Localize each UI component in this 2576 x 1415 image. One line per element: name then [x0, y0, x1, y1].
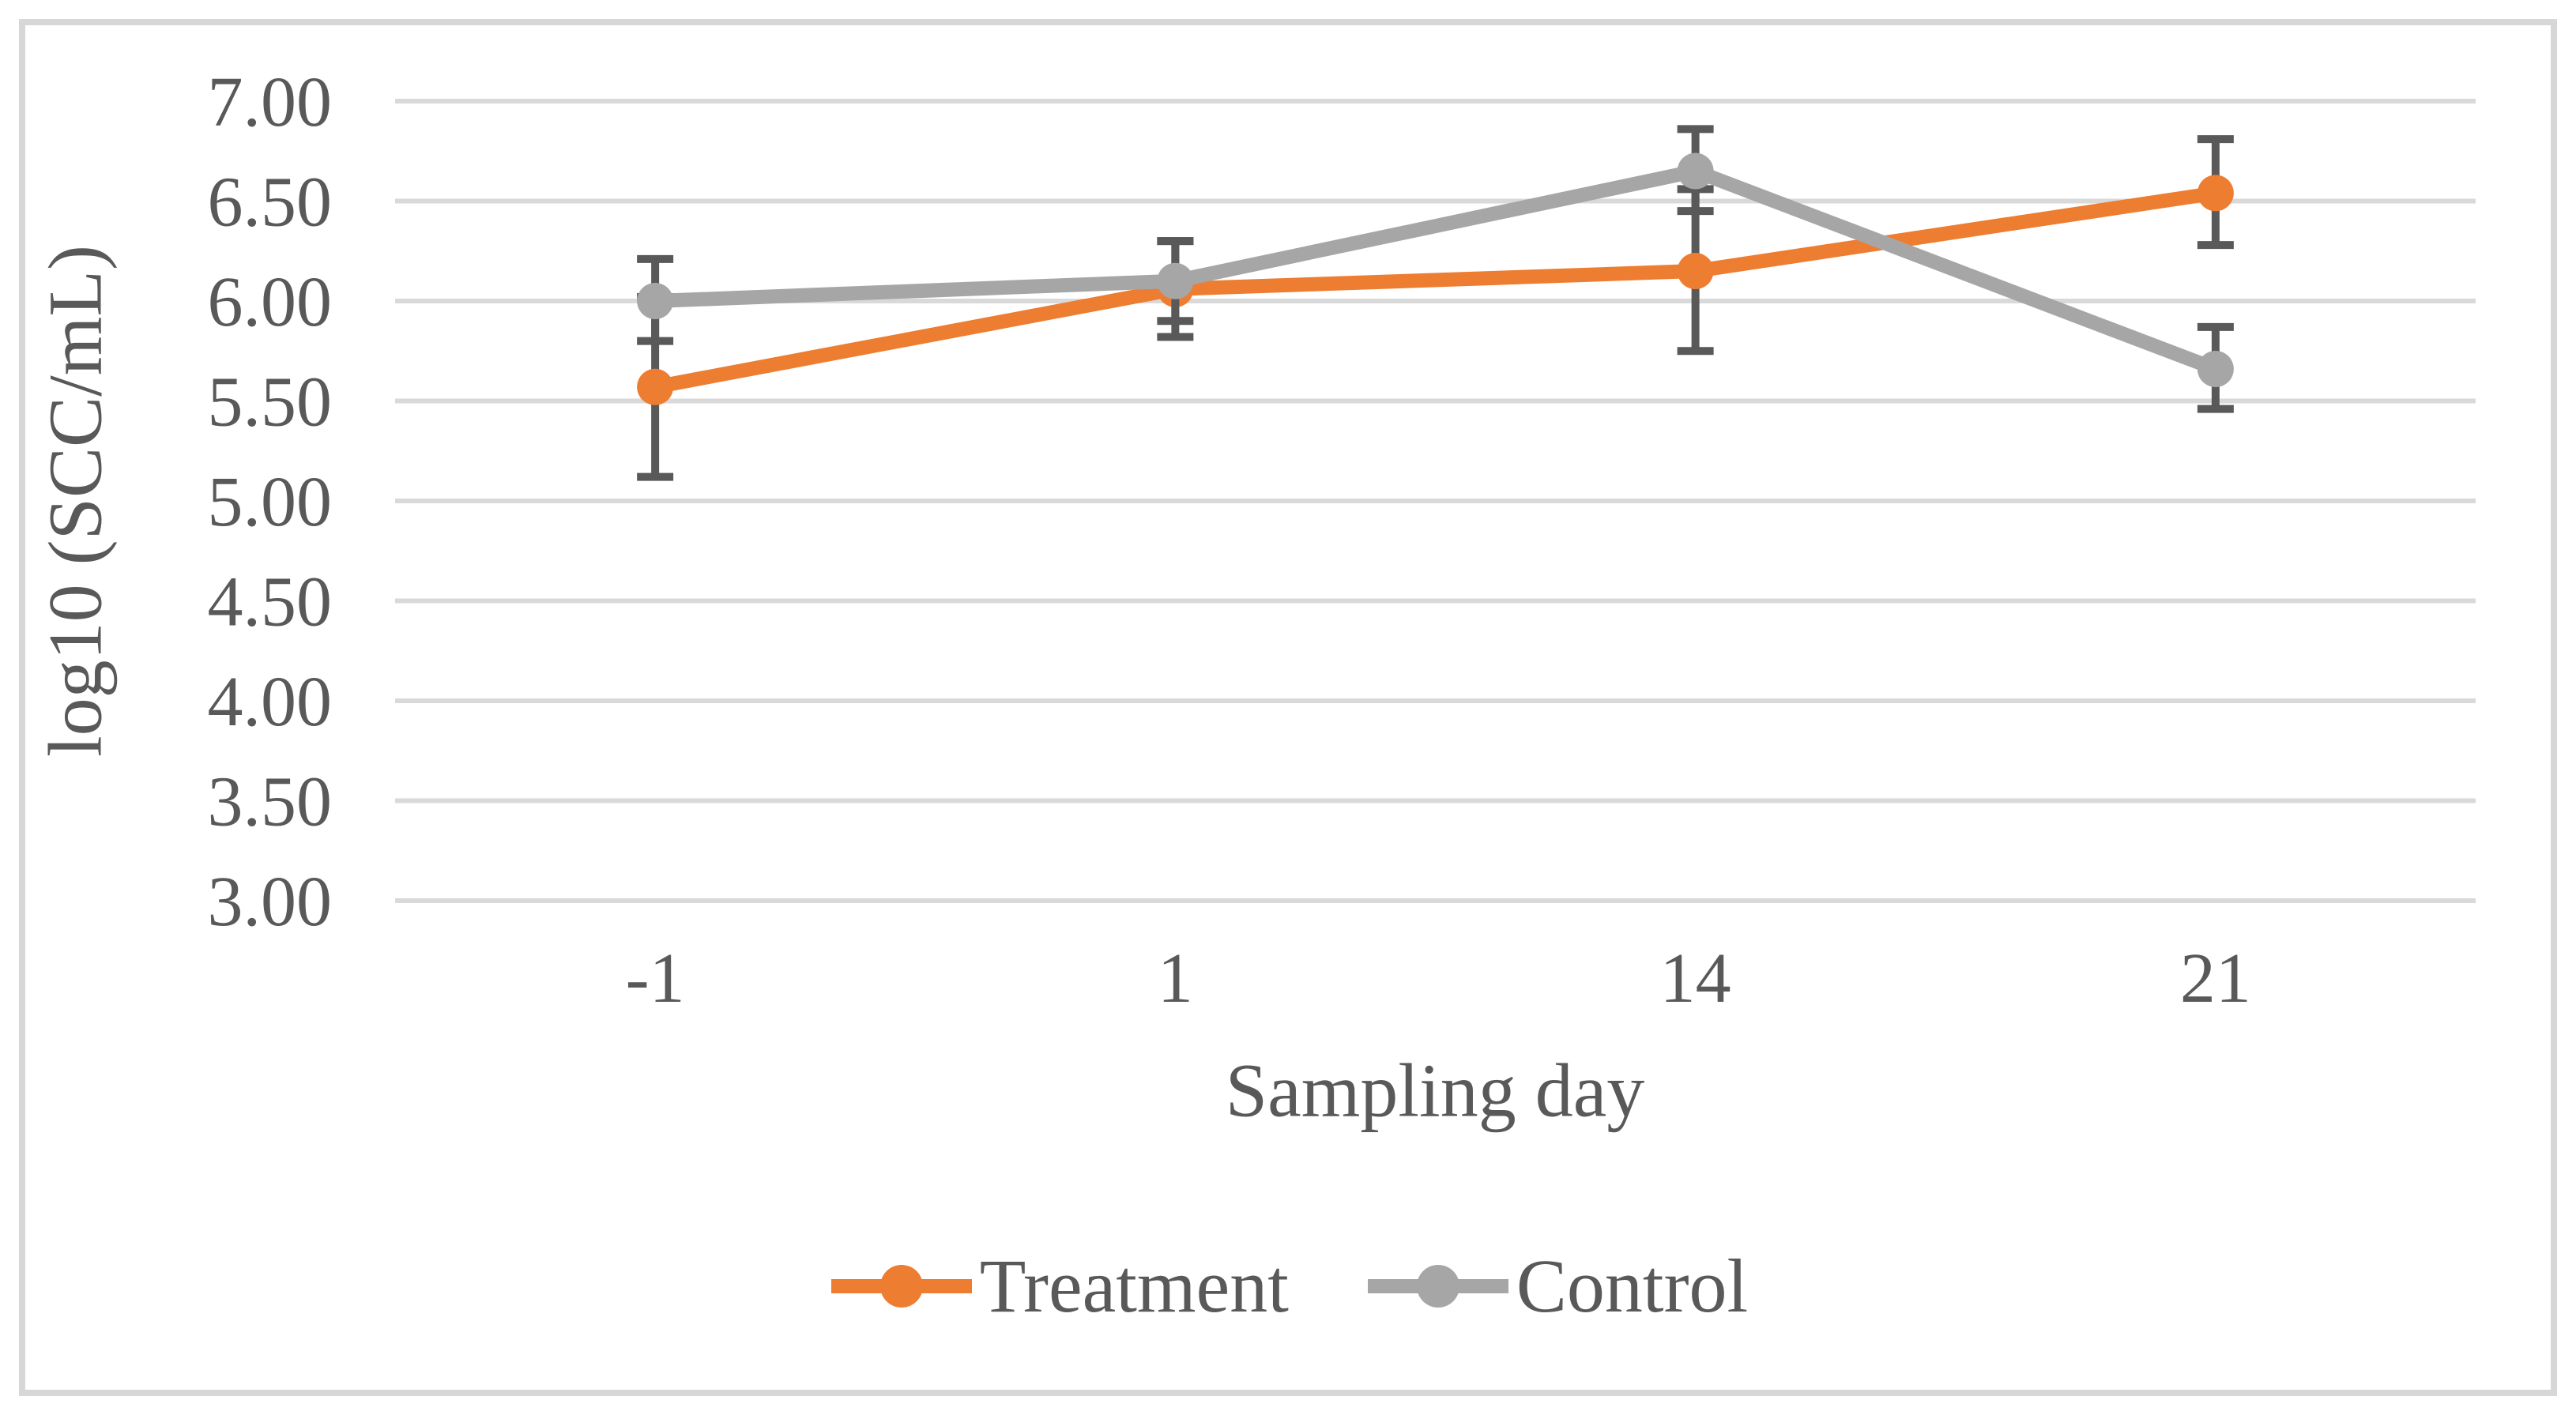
- error-bars: [637, 125, 2234, 413]
- y-axis-title: log10 (SCC/mL): [32, 244, 118, 758]
- series-control: [637, 125, 2234, 413]
- data-point-marker: [637, 283, 674, 319]
- data-point-marker: [2197, 175, 2234, 212]
- legend: Treatment Control: [0, 1242, 2576, 1330]
- treatment-legend-marker-icon: [830, 1264, 972, 1308]
- error-bars: [637, 135, 2234, 481]
- data-point-marker: [1677, 152, 1714, 190]
- series-treatment: [637, 135, 2234, 481]
- y-tick-label: 3.00: [208, 863, 333, 941]
- data-point-marker: [2197, 351, 2234, 388]
- series-line: [648, 164, 2223, 377]
- x-axis-title: Sampling day: [1225, 1048, 1645, 1133]
- data-point-marker: [637, 368, 674, 405]
- y-tick-label: 5.50: [208, 363, 333, 442]
- control-legend-marker-icon: [1367, 1264, 1508, 1308]
- y-tick-label: 3.50: [208, 763, 333, 841]
- x-axis-tick-labels: -1 1 14 21: [626, 939, 2251, 1018]
- y-axis-tick-labels: 7.00 6.50 6.00 5.50 5.00 4.50 4.00 3.50 3.00: [208, 63, 333, 941]
- y-tick-label: 4.50: [208, 563, 333, 642]
- legend-item-control: Control: [1365, 1242, 1748, 1330]
- y-tick-label: 5.00: [208, 463, 333, 541]
- x-tick-label: -1: [626, 939, 685, 1018]
- y-tick-label: 4.00: [208, 663, 333, 741]
- data-point-marker: [1677, 253, 1714, 290]
- y-tick-label: 6.50: [208, 164, 333, 242]
- x-tick-label: 21: [2180, 939, 2251, 1018]
- series-line: [648, 186, 2223, 394]
- legend-item-treatment: Treatment: [828, 1242, 1289, 1330]
- x-tick-label: 14: [1660, 939, 1731, 1018]
- data-point-marker: [1157, 262, 1194, 299]
- legend-label-control: Control: [1516, 1244, 1749, 1328]
- y-tick-label: 6.00: [208, 263, 333, 341]
- y-tick-label: 7.00: [208, 63, 333, 141]
- legend-label-treatment: Treatment: [979, 1244, 1289, 1328]
- data-point-markers: [637, 152, 2234, 388]
- x-tick-label: 1: [1158, 939, 1193, 1018]
